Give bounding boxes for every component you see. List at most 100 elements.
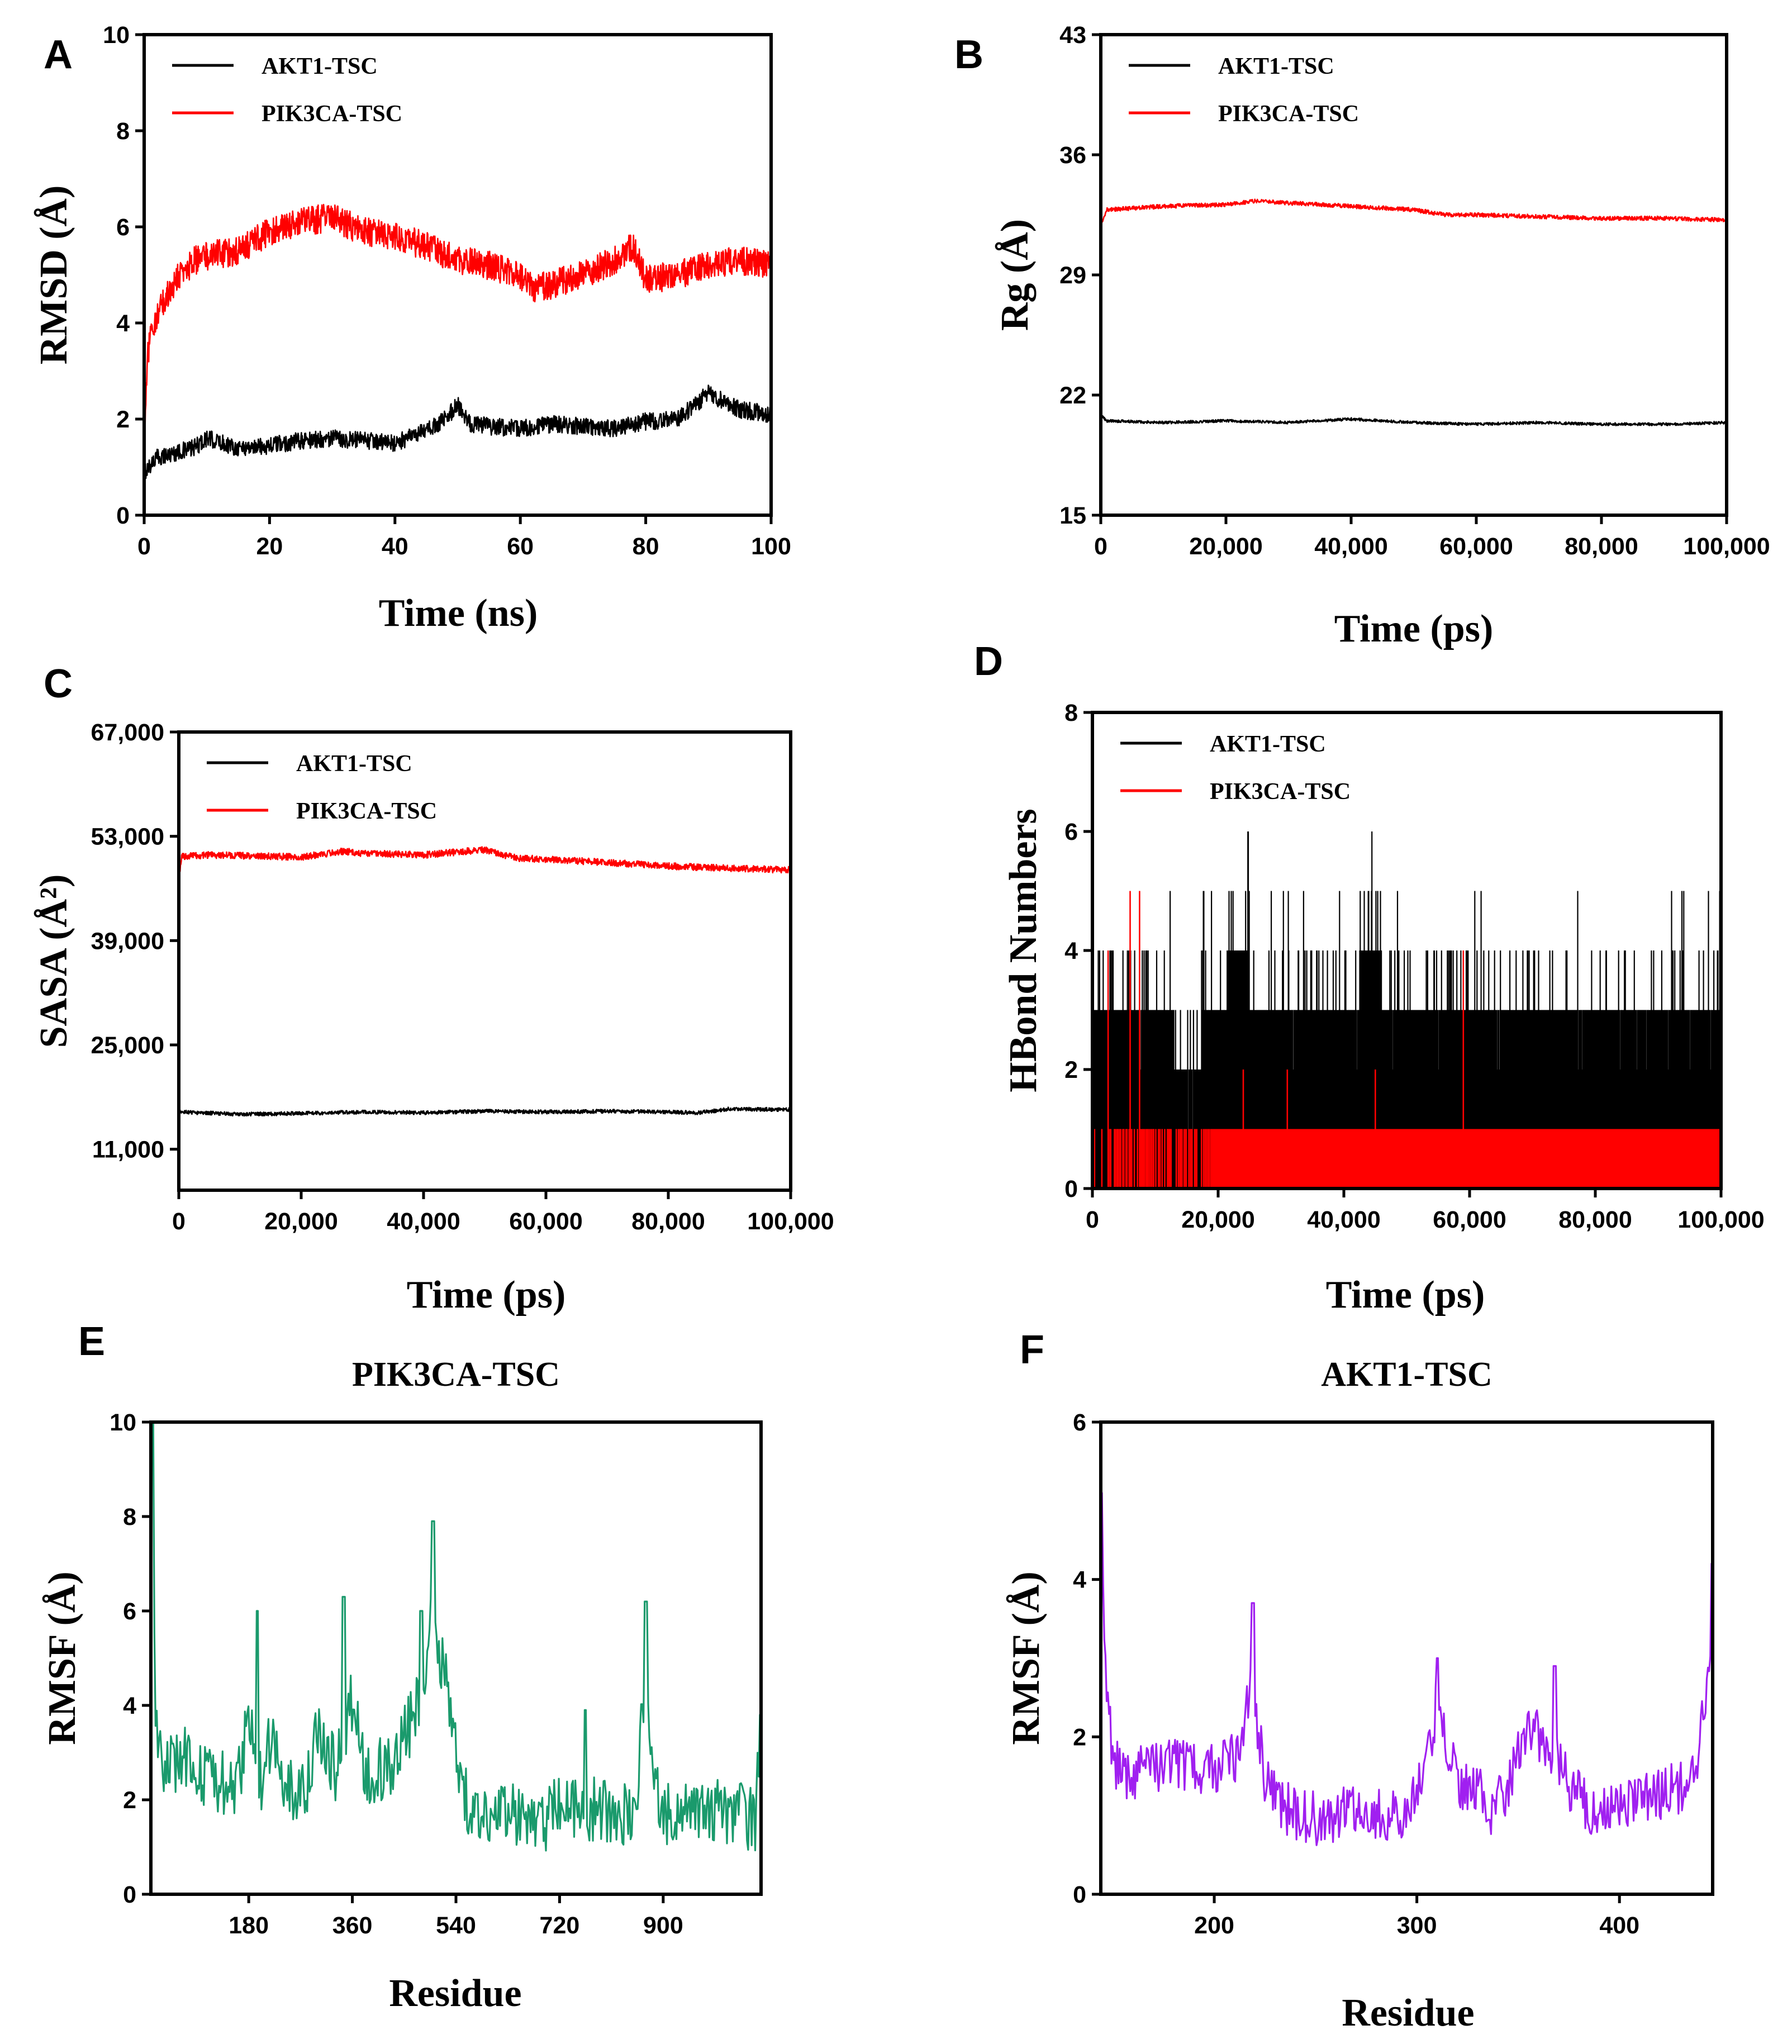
y-tick-label: 4 xyxy=(1073,1567,1086,1594)
plot-frame-b xyxy=(1099,33,1728,517)
x-tick-label: 60,000 xyxy=(1433,1206,1506,1233)
legend-c: AKT1-TSC PIK3CA-TSC xyxy=(207,751,437,824)
x-tick-label: 40,000 xyxy=(387,1208,460,1235)
x-tick-label: 60 xyxy=(507,533,534,560)
x-tick-label: 180 xyxy=(229,1912,269,1939)
x-tick-label: 20,000 xyxy=(1181,1206,1255,1233)
y-tick-label: 53,000 xyxy=(91,824,164,850)
series-group-e xyxy=(151,1422,761,1852)
y-tick-label: 36 xyxy=(1059,142,1086,169)
x-tick-label: 200 xyxy=(1194,1912,1234,1939)
y-tick-label: 8 xyxy=(123,1504,136,1530)
x-tick-label: 60,000 xyxy=(509,1208,583,1235)
y-tick-label: 8 xyxy=(116,118,130,145)
series-line-pik3ca-tsc xyxy=(1100,198,1728,225)
y-tick-label: 4 xyxy=(1064,938,1078,964)
y-tick-label: 0 xyxy=(1064,1176,1078,1202)
x-tick-label: 900 xyxy=(643,1912,683,1939)
panel-label-c: C xyxy=(44,662,73,706)
y-tick-label: 6 xyxy=(1073,1409,1086,1436)
y-tick-label: 11,000 xyxy=(92,1137,164,1163)
x-tick-label: 20,000 xyxy=(1189,533,1263,560)
legend-b: AKT1-TSC PIK3CA-TSC xyxy=(1129,54,1359,127)
y-tick-label: 10 xyxy=(103,22,130,49)
panel-label-a: A xyxy=(44,32,73,77)
y-tick-label: 0 xyxy=(1073,1881,1086,1908)
plot-frame-c xyxy=(177,730,792,1192)
y-tick-label: 39,000 xyxy=(91,928,164,954)
chart-panel-e: 0 2 4 6 8 10 180 360 540 720 900 Residue RMSF (Å) PIK… xyxy=(41,1356,763,2015)
y-tick-label: 6 xyxy=(123,1598,136,1625)
panel-label-d: D xyxy=(974,639,1003,684)
y-axis-title-e: RMSF (Å) xyxy=(41,1571,84,1744)
y-tick-label: 10 xyxy=(110,1409,136,1436)
y-axis-title-c: SASA (Å²) xyxy=(32,874,75,1048)
x-tick-label: 100,000 xyxy=(1677,1206,1764,1233)
y-axis-title-a: RMSD (Å) xyxy=(32,186,75,365)
x-tick-label: 400 xyxy=(1599,1912,1639,1939)
x-tick-label: 300 xyxy=(1397,1912,1437,1939)
series-group-d xyxy=(1091,831,1722,1189)
legend-label: AKT1-TSC xyxy=(262,54,378,79)
series-group-b xyxy=(1100,198,1728,426)
plot-frame-a xyxy=(142,33,773,517)
y-tick-label: 43 xyxy=(1059,22,1086,49)
chart-panel-c: 11,000 25,000 39,000 53,000 67,000 0 20,000 40,… xyxy=(32,719,834,1316)
series-line-akt1-tsc xyxy=(1100,415,1728,426)
legend-a: AKT1-TSC PIK3CA-TSC xyxy=(172,54,402,127)
x-tick-label: 540 xyxy=(436,1912,476,1939)
y-tick-label: 8 xyxy=(1064,700,1078,726)
legend-d: AKT1-TSC PIK3CA-TSC xyxy=(1120,731,1351,805)
y-tick-label: 0 xyxy=(123,1881,136,1908)
legend-label: PIK3CA-TSC xyxy=(296,798,437,824)
legend-label: PIK3CA-TSC xyxy=(262,101,402,127)
x-tick-label: 20 xyxy=(256,533,283,560)
chart-panel-b: 15 22 29 36 43 0 20,000 40,000 60,000 80,000 100,0… xyxy=(994,22,1770,650)
series-line-akt1-tsc xyxy=(143,384,772,479)
x-tick-label: 80,000 xyxy=(1565,533,1638,560)
legend-label: PIK3CA-TSC xyxy=(1218,101,1359,127)
y-tick-label: 25,000 xyxy=(91,1032,164,1059)
y-tick-label: 2 xyxy=(1073,1724,1086,1751)
x-tick-label: 40,000 xyxy=(1307,1206,1381,1233)
y-tick-label: 0 xyxy=(116,502,130,529)
y-tick-label: 4 xyxy=(116,310,130,337)
series-line-akt1-tsc xyxy=(1101,1492,1713,1846)
x-tick-label: 100,000 xyxy=(1683,533,1770,560)
panel-label-f: F xyxy=(1020,1328,1044,1372)
plot-frame-f xyxy=(1099,1420,1714,1896)
y-tick-label: 2 xyxy=(123,1787,136,1814)
series-line-pik3ca-tsc xyxy=(151,1422,761,1852)
x-tick-label: 360 xyxy=(332,1912,373,1939)
series-line-pik3ca-tsc xyxy=(143,203,772,473)
series-line-pik3ca-tsc xyxy=(178,846,791,877)
y-tick-label: 22 xyxy=(1059,382,1086,409)
panel-label-b: B xyxy=(954,32,983,77)
x-tick-label: 40,000 xyxy=(1314,533,1388,560)
chart-title-f: AKT1-TSC xyxy=(1321,1356,1492,1394)
x-tick-label: 20,000 xyxy=(264,1208,338,1235)
x-axis-title-e: Residue xyxy=(389,1972,521,2015)
x-tick-label: 0 xyxy=(137,533,151,560)
x-axis-title-f: Residue xyxy=(1342,1991,1474,2035)
x-tick-label: 0 xyxy=(172,1208,186,1235)
x-tick-label: 0 xyxy=(1086,1206,1099,1233)
x-tick-label: 80 xyxy=(633,533,659,560)
x-tick-label: 60,000 xyxy=(1439,533,1513,560)
series-group-f xyxy=(1101,1492,1713,1846)
y-tick-label: 15 xyxy=(1059,502,1086,529)
series-group-c xyxy=(178,846,792,1117)
legend-label: AKT1-TSC xyxy=(1210,731,1326,757)
y-tick-label: 6 xyxy=(1064,819,1078,845)
legend-label: PIK3CA-TSC xyxy=(1210,779,1351,805)
x-tick-label: 100 xyxy=(751,533,791,560)
panel-label-e: E xyxy=(78,1319,105,1364)
series-group-a xyxy=(143,203,772,479)
legend-label: AKT1-TSC xyxy=(1218,54,1334,79)
x-tick-label: 100,000 xyxy=(747,1208,834,1235)
x-axis-title-d: Time (ps) xyxy=(1326,1273,1485,1316)
y-tick-label: 6 xyxy=(116,214,130,241)
x-tick-label: 720 xyxy=(540,1912,580,1939)
